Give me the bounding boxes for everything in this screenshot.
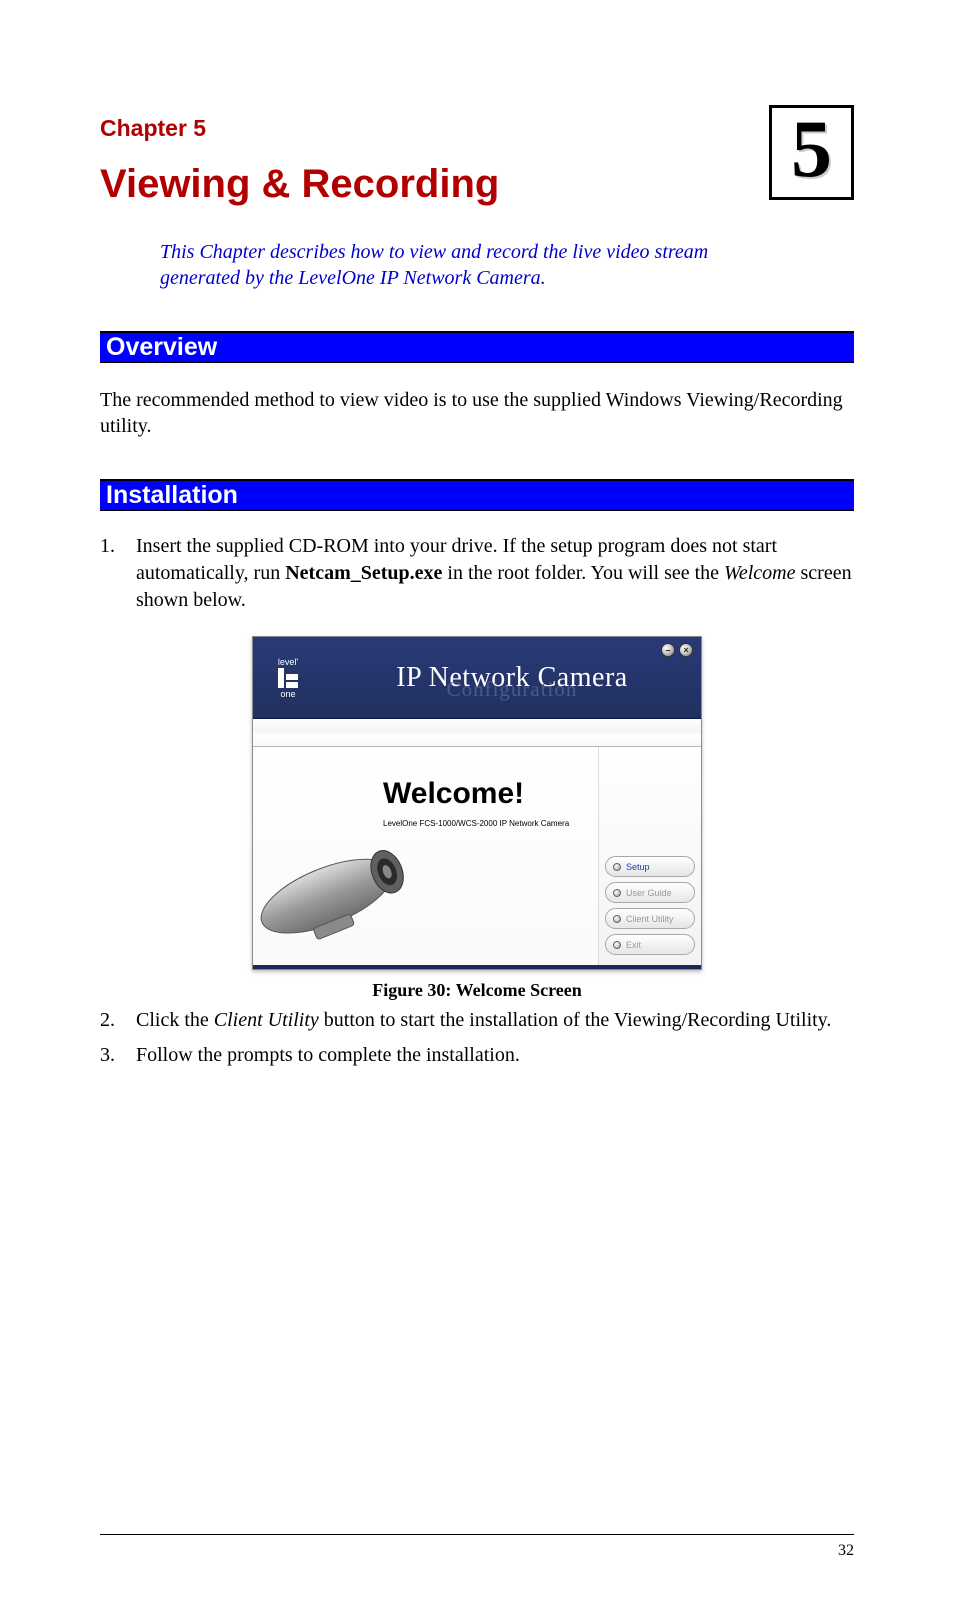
list-number: 2.	[100, 1007, 118, 1034]
list-item: 1. Insert the supplied CD-ROM into your …	[100, 533, 854, 614]
setup-button[interactable]: Setup	[605, 856, 695, 877]
section-header-overview: Overview	[100, 331, 854, 363]
chapter-number: 5	[791, 102, 832, 196]
button-label: Client Utility	[626, 914, 674, 924]
installer-right: Setup User Guide Client Utility Exit	[598, 747, 701, 965]
list-body: Click the Client Utility button to start…	[136, 1007, 854, 1034]
section-header-text: Installation	[106, 481, 238, 509]
camera-icon	[253, 822, 433, 965]
installer-header: level' one Configuration IP Network Came…	[253, 637, 701, 719]
logo-text-bottom: one	[280, 689, 295, 699]
welcome-heading: Welcome!	[383, 777, 524, 811]
button-label: Exit	[626, 940, 641, 950]
list-body: Follow the prompts to complete the insta…	[136, 1042, 854, 1069]
chapter-number-box: 5	[769, 105, 854, 200]
figure: level' one Configuration IP Network Came…	[100, 636, 854, 970]
chapter-title: Viewing & Recording	[100, 162, 854, 207]
installation-steps-cont: 2. Click the Client Utility button to st…	[100, 1007, 854, 1069]
section-header-installation: Installation	[100, 479, 854, 511]
button-label: User Guide	[626, 888, 672, 898]
list-number: 3.	[100, 1042, 118, 1069]
button-label: Setup	[626, 862, 650, 872]
chapter-label: Chapter 5	[100, 115, 854, 142]
installer-subtitle: Configuration	[447, 677, 578, 702]
overview-text: The recommended method to view video is …	[100, 387, 854, 439]
chapter-description: This Chapter describes how to view and r…	[160, 239, 720, 291]
list-item: 2. Click the Client Utility button to st…	[100, 1007, 854, 1034]
minimize-icon[interactable]: –	[661, 643, 675, 657]
figure-caption: Figure 30: Welcome Screen	[100, 980, 854, 1001]
page-rule	[100, 1534, 854, 1535]
logo-text-top: level'	[278, 657, 298, 667]
list-number: 1.	[100, 533, 118, 614]
installer-left: Welcome! LevelOne FCS-1000/WCS-2000 IP N…	[253, 747, 598, 965]
section-header-text: Overview	[106, 333, 217, 361]
client-utility-button[interactable]: Client Utility	[605, 908, 695, 929]
installer-title-wrap: Configuration IP Network Camera	[323, 637, 701, 718]
exit-button[interactable]: Exit	[605, 934, 695, 955]
page-number: 32	[838, 1542, 854, 1560]
installer-body: Welcome! LevelOne FCS-1000/WCS-2000 IP N…	[253, 747, 701, 969]
installer-strip	[253, 719, 701, 747]
user-guide-button[interactable]: User Guide	[605, 882, 695, 903]
close-icon[interactable]: ×	[679, 643, 693, 657]
installer-window: level' one Configuration IP Network Came…	[252, 636, 702, 970]
logo-icon	[276, 668, 300, 688]
list-item: 3. Follow the prompts to complete the in…	[100, 1042, 854, 1069]
list-body: Insert the supplied CD-ROM into your dri…	[136, 533, 854, 614]
logo: level' one	[253, 637, 323, 718]
installation-steps: 1. Insert the supplied CD-ROM into your …	[100, 533, 854, 614]
